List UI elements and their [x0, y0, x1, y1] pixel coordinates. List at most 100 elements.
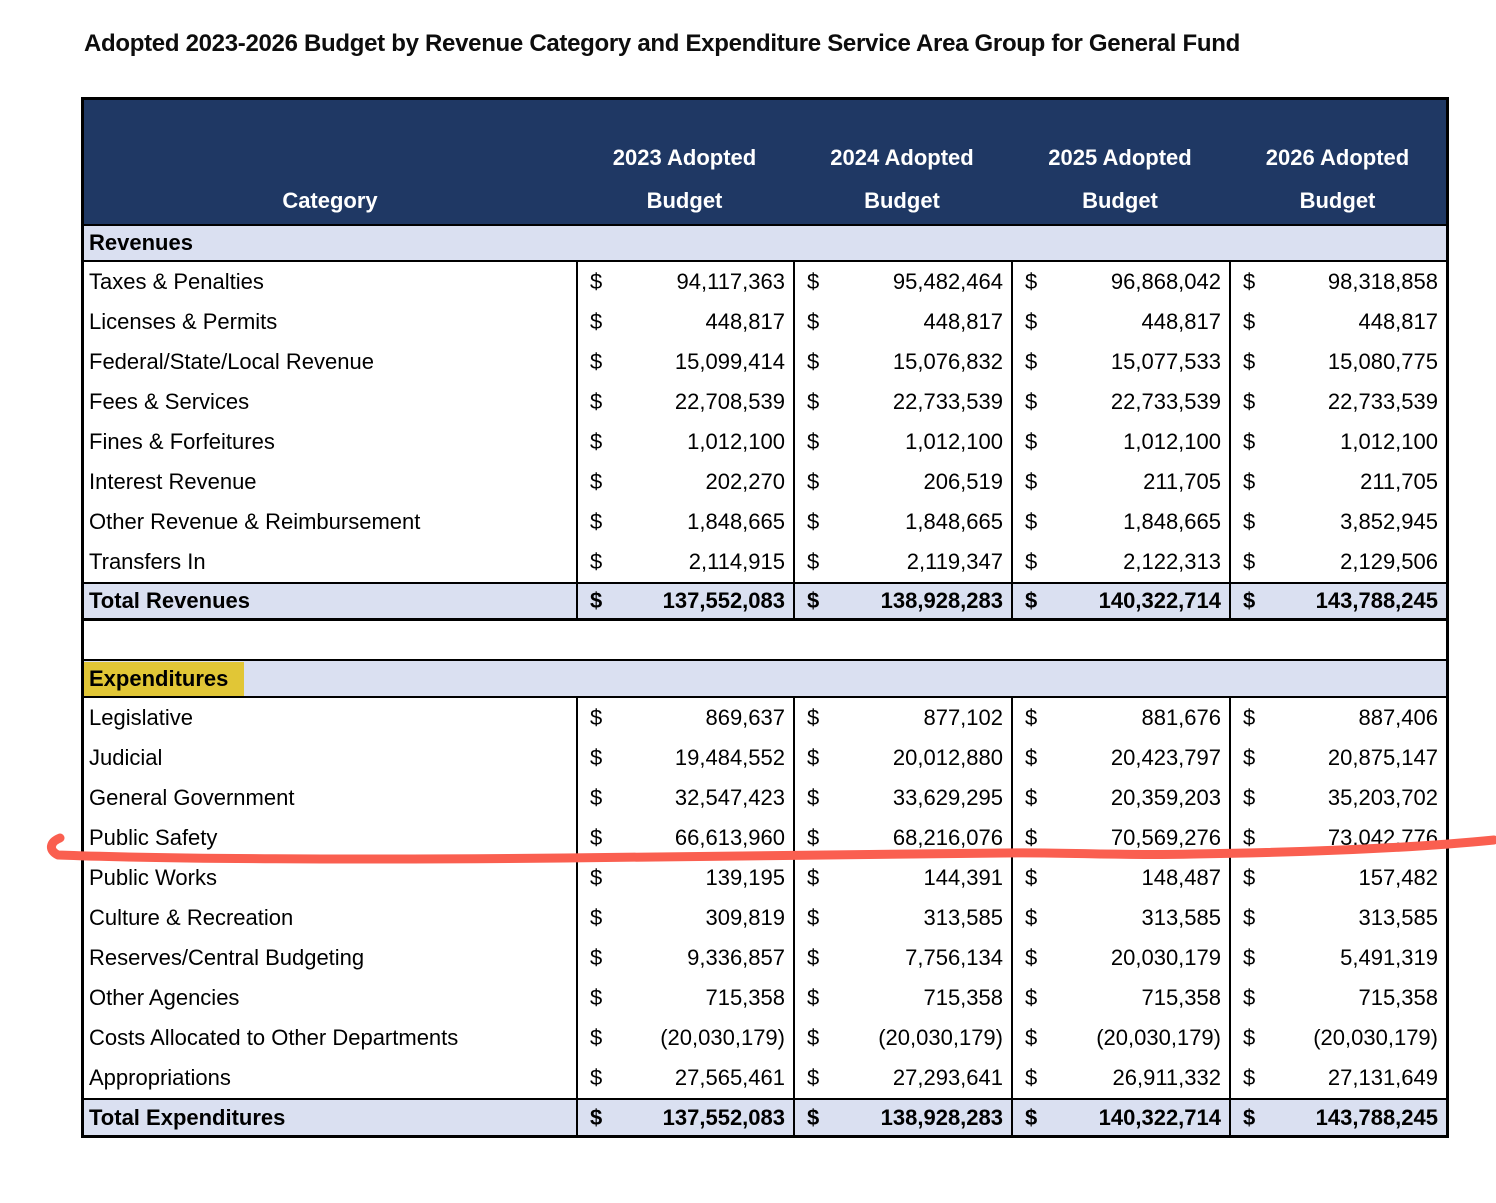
table-row: Other Revenue & Reimbursement $ 1,848,66… — [84, 502, 1446, 542]
table-row: Judicial $ 19,484,552 $ 20,012,880 $ 20,… — [84, 738, 1446, 778]
amount-cell-2025: $ 22,733,539 — [1011, 382, 1229, 422]
column-header-2023: 2023 Adopted Budget — [576, 100, 793, 224]
amount-cell-2026: $ 22,733,539 — [1229, 382, 1446, 422]
amount-cell-2025: $ 1,012,100 — [1011, 422, 1229, 462]
amount-value: 138,928,283 — [880, 1104, 1003, 1130]
amount-value: 20,875,147 — [1327, 745, 1438, 770]
currency-symbol: $ — [590, 429, 603, 454]
total-label: Total Revenues — [89, 588, 250, 613]
currency-symbol: $ — [1243, 469, 1256, 494]
currency-symbol: $ — [1243, 349, 1256, 374]
amount-value: 138,928,283 — [880, 588, 1003, 613]
amount-value: 7,756,134 — [905, 945, 1003, 970]
amount-value: 2,119,347 — [906, 549, 1003, 574]
amount-cell-2024: $ 313,585 — [793, 898, 1011, 938]
amount-value: 22,733,539 — [1110, 389, 1221, 414]
currency-symbol: $ — [807, 309, 820, 334]
row-label: Appropriations — [89, 1065, 231, 1090]
amount-cell-2024: $ 448,817 — [793, 302, 1011, 342]
column-header-line2: Budget — [1082, 188, 1158, 213]
amount-value: 68,216,076 — [892, 825, 1003, 850]
amount-cell-2023: $ 27,565,461 — [576, 1058, 793, 1098]
amount-value: 22,708,539 — [674, 389, 785, 414]
currency-symbol: $ — [1243, 429, 1256, 454]
amount-value: 32,547,423 — [674, 785, 785, 810]
amount-value: 715,358 — [1141, 985, 1221, 1010]
amount-cell-2026: $ 2,129,506 — [1229, 542, 1446, 582]
amount-value: 66,613,960 — [674, 825, 785, 850]
amount-value: 137,552,083 — [662, 588, 785, 613]
amount-cell-2024: $ 1,012,100 — [793, 422, 1011, 462]
table-header-row: Category 2023 Adopted Budget 2024 Adopte… — [84, 100, 1446, 226]
currency-symbol: $ — [807, 705, 820, 730]
amount-value: 1,012,100 — [1340, 429, 1438, 454]
row-label: Costs Allocated to Other Departments — [89, 1025, 459, 1050]
column-header-line1: 2024 Adopted — [830, 145, 974, 170]
amount-value: 9,336,857 — [687, 945, 785, 970]
currency-symbol: $ — [1025, 745, 1038, 770]
row-label: Fines & Forfeitures — [89, 429, 275, 454]
currency-symbol: $ — [1243, 905, 1256, 930]
row-label: Licenses & Permits — [89, 309, 278, 334]
currency-symbol: $ — [807, 865, 820, 890]
total-label: Total Expenditures — [89, 1104, 286, 1130]
currency-symbol: $ — [807, 1025, 820, 1050]
amount-value: 157,482 — [1358, 865, 1438, 890]
section-header-label: Revenues — [89, 230, 193, 255]
amount-cell-2024: $ 15,076,832 — [793, 342, 1011, 382]
currency-symbol: $ — [590, 269, 603, 294]
amount-value: 715,358 — [705, 985, 785, 1010]
amount-cell-2025: $ 20,359,203 — [1011, 778, 1229, 818]
currency-symbol: $ — [807, 269, 820, 294]
total-amount-2025: $ 140,322,714 — [1011, 1100, 1229, 1135]
amount-cell-2024: $ 7,756,134 — [793, 938, 1011, 978]
table-row: Federal/State/Local Revenue $ 15,099,414… — [84, 342, 1446, 382]
amount-value: 313,585 — [1358, 905, 1438, 930]
currency-symbol: $ — [807, 429, 820, 454]
amount-cell-2024: $ 2,119,347 — [793, 542, 1011, 582]
amount-value: 3,852,945 — [1340, 509, 1438, 534]
total-amount-2026: $ 143,788,245 — [1229, 584, 1446, 618]
total-amount-2023: $ 137,552,083 — [576, 1100, 793, 1135]
total-amount-2025: $ 140,322,714 — [1011, 584, 1229, 618]
row-label: Taxes & Penalties — [89, 269, 264, 294]
table-row: Licenses & Permits $ 448,817 $ 448,817 $… — [84, 302, 1446, 342]
currency-symbol: $ — [807, 1104, 820, 1130]
amount-cell-2023: $ 9,336,857 — [576, 938, 793, 978]
amount-value: (20,030,179) — [1096, 1025, 1221, 1050]
amount-value: 877,102 — [923, 705, 1003, 730]
amount-value: 140,322,714 — [1098, 1104, 1221, 1130]
amount-value: 20,012,880 — [892, 745, 1003, 770]
row-label: Culture & Recreation — [89, 905, 294, 930]
currency-symbol: $ — [590, 865, 603, 890]
amount-cell-2026: $ 715,358 — [1229, 978, 1446, 1018]
currency-symbol: $ — [1243, 865, 1256, 890]
currency-symbol: $ — [1243, 1104, 1256, 1130]
amount-value: 95,482,464 — [892, 269, 1003, 294]
amount-value: 27,131,649 — [1327, 1065, 1438, 1090]
amount-cell-2024: $ 95,482,464 — [793, 262, 1011, 302]
amount-value: 211,705 — [1143, 469, 1221, 494]
currency-symbol: $ — [1243, 588, 1256, 613]
row-label: Other Revenue & Reimbursement — [89, 509, 421, 534]
amount-cell-2025: $ 70,569,276 — [1011, 818, 1229, 858]
amount-cell-2023: $ 32,547,423 — [576, 778, 793, 818]
amount-value: 143,788,245 — [1315, 1104, 1438, 1130]
amount-cell-2026: $ 448,817 — [1229, 302, 1446, 342]
amount-cell-2026: $ 20,875,147 — [1229, 738, 1446, 778]
currency-symbol: $ — [1243, 825, 1256, 850]
column-header-line2: Budget — [864, 188, 940, 213]
amount-value: 15,077,533 — [1110, 349, 1221, 374]
currency-symbol: $ — [807, 389, 820, 414]
currency-symbol: $ — [1243, 549, 1256, 574]
amount-value: 881,676 — [1141, 705, 1221, 730]
amount-cell-2026: $ 98,318,858 — [1229, 262, 1446, 302]
currency-symbol: $ — [590, 1104, 603, 1130]
expenditures-rows: Legislative $ 869,637 $ 877,102 $ 881,67… — [84, 698, 1446, 1098]
amount-cell-2024: $ 206,519 — [793, 462, 1011, 502]
currency-symbol: $ — [807, 349, 820, 374]
currency-symbol: $ — [1243, 509, 1256, 534]
column-header-line2: Budget — [1299, 188, 1376, 213]
currency-symbol: $ — [1243, 985, 1256, 1010]
amount-value: 73,042,776 — [1327, 825, 1438, 850]
